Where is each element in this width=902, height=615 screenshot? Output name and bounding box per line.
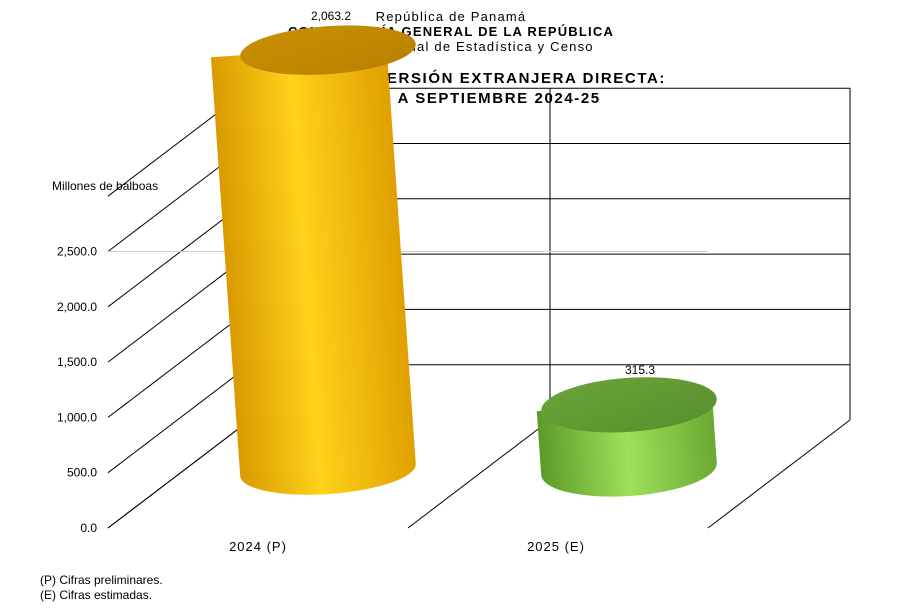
y-tick-label: 2,000.0 [57,300,97,314]
x-tick-label: 2024 (P) [229,539,287,554]
bars: 2,063.2 2024 (P) 315.3 2025 (E) [210,9,717,554]
bar-2: 315.3 2025 (E) [527,363,717,554]
y-axis-label: Millones de balboas [52,179,158,193]
y-tick-label: 2,500.0 [57,245,97,259]
bar-1: 2,063.2 2024 (P) [210,9,416,554]
y-tick-label: 0.0 [80,521,97,535]
note-preliminary: (P) Cifras preliminares. [40,573,163,587]
note-estimated: (E) Cifras estimadas. [40,588,153,602]
gridline-side [107,364,251,474]
y-tick-label: 1,500.0 [57,355,97,369]
data-label: 315.3 [625,363,655,377]
floor-line [107,419,251,529]
header-country: República de Panamá [375,9,527,24]
floor-line [707,419,851,529]
gridline-side [107,309,251,418]
floor-line [407,419,551,529]
y-axis: 0.0 500.0 1,000.0 1,500.0 2,000.0 2,500.0 [57,245,97,536]
data-label: 2,063.2 [311,9,351,23]
bar-top [541,377,717,433]
bar-body [210,45,416,495]
x-tick-label: 2025 (E) [527,539,585,554]
bar-top [240,25,416,75]
y-tick-label: 500.0 [67,466,97,480]
y-tick-label: 1,000.0 [57,410,97,424]
